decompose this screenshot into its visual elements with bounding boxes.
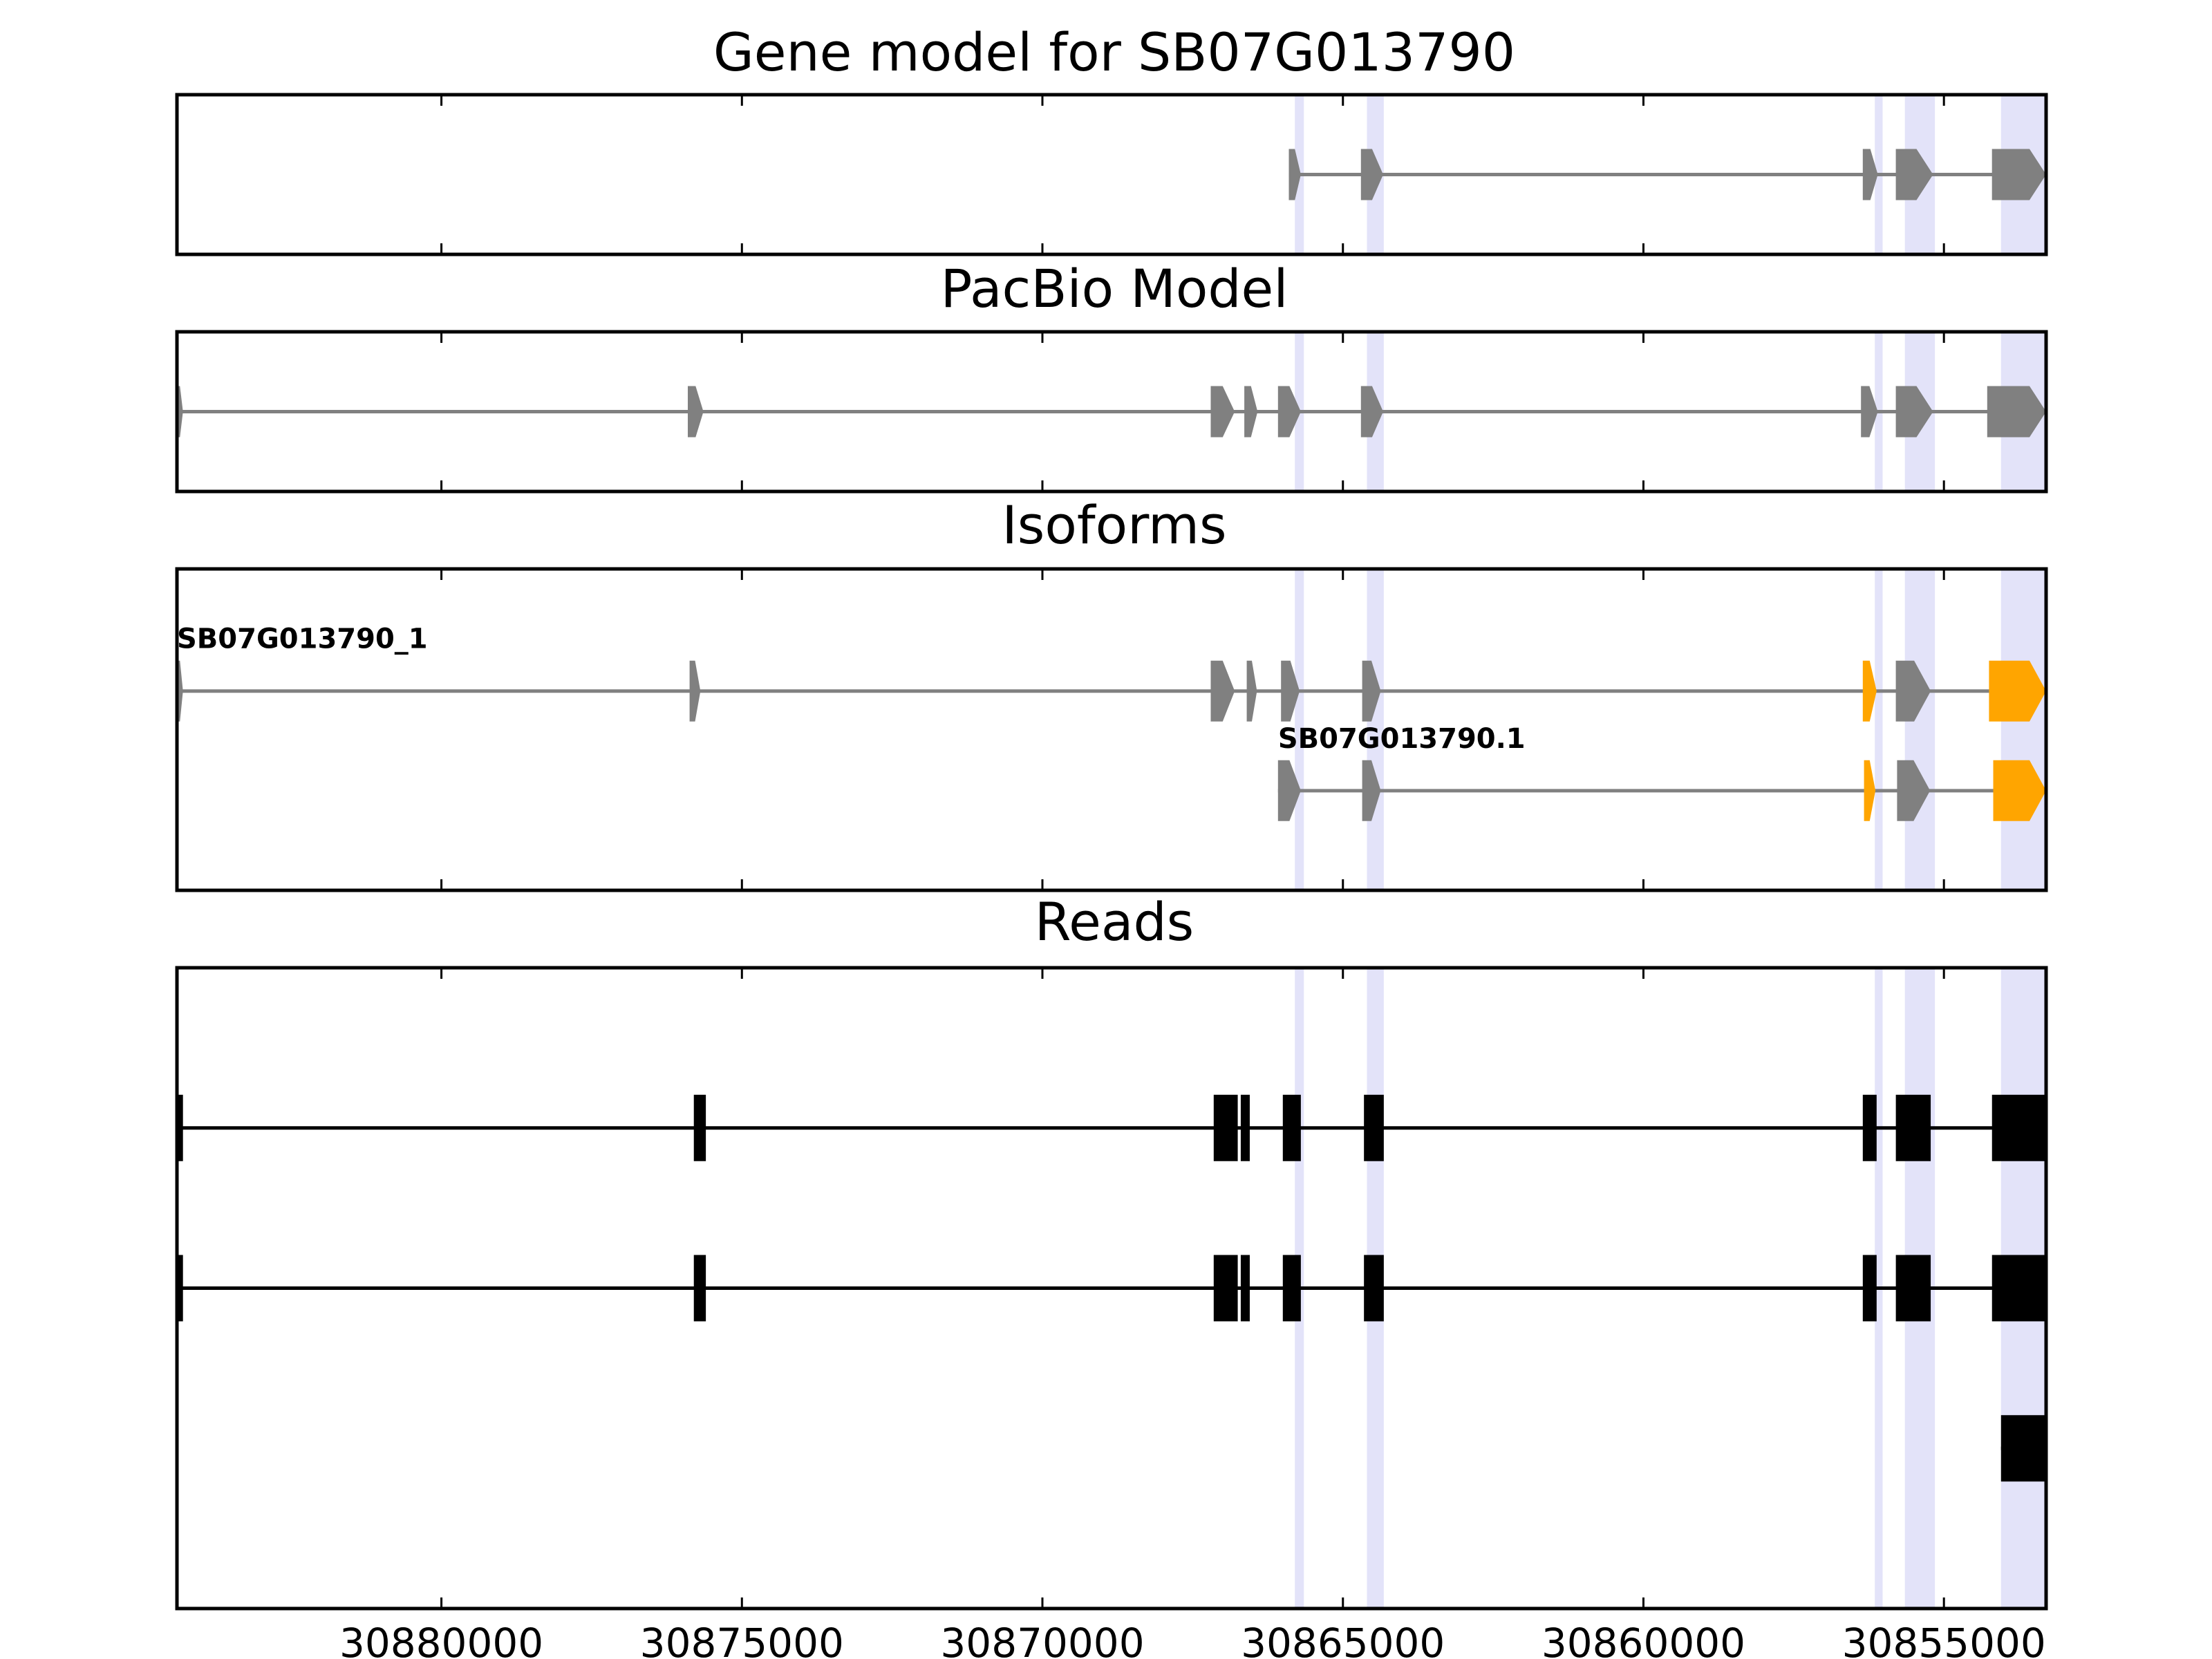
panel-pacbio-model: PacBio Model <box>175 258 2048 494</box>
panel-title-gene-model: Gene model for SB07G013790 <box>713 21 1515 83</box>
isoforms-highlight-band-0 <box>1295 569 1304 890</box>
reads-track-1-exon-1 <box>693 1255 706 1322</box>
reads-track-0-exon-1 <box>693 1094 706 1161</box>
reads-track-0-exon-5 <box>1364 1094 1384 1161</box>
gene-model-for-sb07g013790-track-0-exon-4 <box>1991 149 2046 200</box>
isoforms-track-1-label: SB07G013790.1 <box>1278 723 1526 755</box>
reads-track-0-exon-8 <box>1991 1094 2046 1161</box>
isoforms-track-0-label: SB07G013790_1 <box>177 624 428 655</box>
isoforms-highlight-band-3 <box>1904 569 1936 890</box>
panel-reads: Reads <box>175 891 2048 1611</box>
isoforms-highlight-band-1 <box>1367 569 1384 890</box>
reads-track-1-exon-3 <box>1240 1255 1250 1322</box>
pacbio-model-track-0-exon-1 <box>688 386 704 438</box>
isoforms-track-0-exon-1 <box>689 660 701 722</box>
pacbio-model-track-0-exon-2 <box>1210 386 1235 438</box>
isoforms-track-1-exon-0 <box>1277 760 1301 821</box>
isoforms-track-0-exon-8 <box>1989 660 2046 722</box>
isoforms-track-1-exon-1 <box>1362 760 1381 821</box>
isoforms-track-0-exon-6 <box>1862 660 1877 722</box>
x-tick-label-0: 30880000 <box>339 1620 543 1659</box>
reads-track-2-exon-0 <box>2000 1415 2046 1482</box>
isoforms-track-0-exon-3 <box>1246 660 1257 722</box>
isoforms-track-0-exon-4 <box>1281 660 1300 722</box>
pacbio-model-track-0-exon-5 <box>1360 386 1383 438</box>
reads-track-1-exon-4 <box>1282 1255 1301 1322</box>
x-tick-label-4: 30860000 <box>1541 1620 1745 1659</box>
x-tick-label-1: 30875000 <box>640 1620 844 1659</box>
isoforms-track-0-exon-7 <box>1895 660 1931 722</box>
panel-title-pacbio-model: PacBio Model <box>941 258 1288 319</box>
isoforms-track-0-exon-5 <box>1362 660 1381 722</box>
gene-model-for-sb07g013790-track-0-exon-1 <box>1360 149 1383 200</box>
pacbio-model-track-0-exon-7 <box>1895 386 1933 438</box>
isoforms-track-1-exon-2 <box>1864 760 1876 821</box>
isoforms-track-1-exon-4 <box>1993 760 2046 821</box>
reads-frame <box>175 966 2048 1611</box>
x-tick-label-3: 30865000 <box>1241 1620 1445 1659</box>
reads-track-0-exon-3 <box>1240 1094 1250 1161</box>
panel-gene-model: Gene model for SB07G013790 <box>175 21 2048 256</box>
pacbio-model-track-0-exon-4 <box>1277 386 1301 438</box>
reads-track-0-exon-0 <box>177 1094 183 1161</box>
gene-model-for-sb07g013790-track-0-exon-0 <box>1288 149 1301 200</box>
reads-track-1-exon-8 <box>1991 1255 2046 1322</box>
gene-model-for-sb07g013790-frame <box>175 93 2048 256</box>
reads-track-1-exon-5 <box>1364 1255 1384 1322</box>
isoforms-frame <box>175 567 2048 892</box>
reads-track-0-exon-2 <box>1213 1094 1238 1161</box>
panel-title-isoforms: Isoforms <box>1002 494 1226 556</box>
reads-track-0-exon-4 <box>1282 1094 1301 1161</box>
panel-title-reads: Reads <box>1035 891 1194 953</box>
x-tick-label-2: 30870000 <box>940 1620 1144 1659</box>
pacbio-model-track-0-exon-6 <box>1861 386 1878 438</box>
reads-track-1-exon-0 <box>177 1255 183 1322</box>
reads-track-1-exon-6 <box>1862 1255 1877 1322</box>
pacbio-model-track-0-exon-3 <box>1244 386 1258 438</box>
reads-track-0-exon-6 <box>1862 1094 1877 1161</box>
x-tick-label-5: 30855000 <box>1842 1620 2046 1659</box>
isoforms-track-1-exon-3 <box>1897 760 1931 821</box>
gene-model-for-sb07g013790-track-0-exon-2 <box>1862 149 1878 200</box>
reads-track-1-exon-7 <box>1895 1255 1931 1322</box>
isoforms-highlight-band-2 <box>1875 569 1883 890</box>
x-axis-tick-labels: 30880000 30875000 30870000 30865000 30860000… <box>339 1620 2046 1659</box>
reads-track-0-exon-7 <box>1895 1094 1931 1161</box>
pacbio-model-frame <box>175 330 2048 494</box>
isoforms-highlight-band-4 <box>2000 569 2046 890</box>
isoforms-track-0-exon-2 <box>1210 660 1235 722</box>
panel-isoforms: Isoforms SB07G013790_1 SB07G013790.1 <box>175 494 2048 892</box>
gene-model-for-sb07g013790-track-0-exon-3 <box>1895 149 1933 200</box>
pacbio-model-track-0-exon-8 <box>1987 386 2046 438</box>
reads-track-1-exon-2 <box>1213 1255 1238 1322</box>
